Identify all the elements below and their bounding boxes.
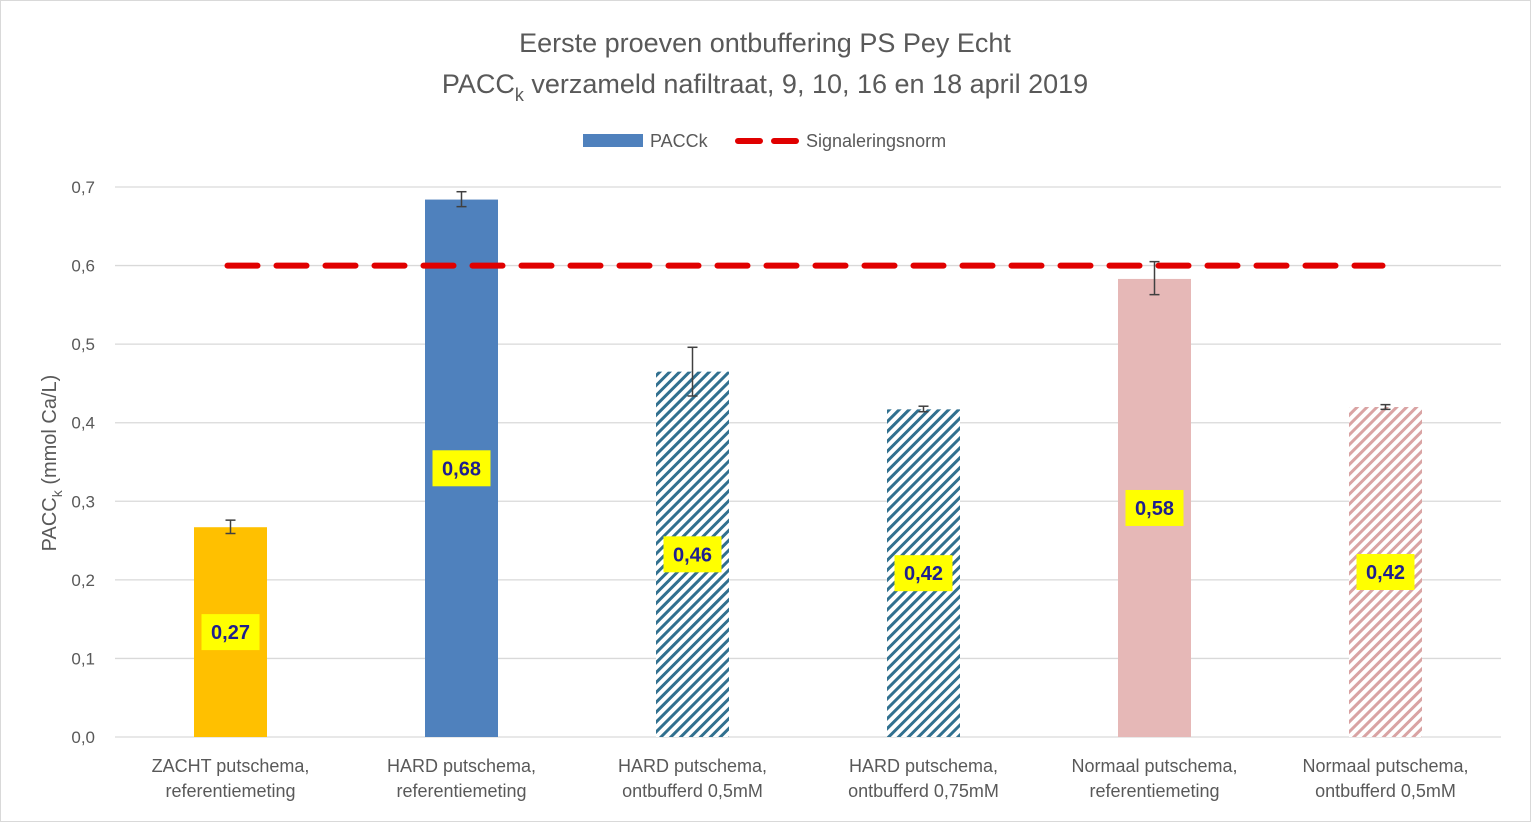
x-tick-label: HARD putschema, ontbufferd 0,75mM: [848, 756, 999, 801]
x-tick-label: Normaal putschema, ontbufferd 0,5mM: [1302, 756, 1468, 801]
legend-item-paccK: PACCk: [583, 131, 709, 151]
x-tick-label: HARD putschema, ontbufferd 0,5mM: [618, 756, 767, 801]
error-bar: [456, 190, 467, 208]
data-label: 0,42: [1356, 554, 1415, 590]
error-bar: [225, 519, 236, 535]
data-label: 0,27: [201, 614, 260, 651]
error-bar: [1380, 403, 1391, 411]
y-tick-label: 0,7: [71, 178, 95, 197]
data-label: 0,42: [894, 555, 953, 592]
x-tick-label: Normaal putschema, referentiemeting: [1071, 756, 1237, 801]
legend-label: PACCk: [650, 131, 709, 151]
x-tick-label: HARD putschema, referentiemeting: [387, 756, 536, 801]
y-tick-label: 0,0: [71, 728, 95, 747]
data-label: 0,68: [432, 450, 491, 487]
x-tick-label: ZACHT putschema, referentiemeting: [152, 756, 310, 801]
chart-title-line1: Eerste proeven ontbuffering PS Pey Echt: [519, 28, 1011, 58]
error-bar: [1149, 260, 1160, 296]
legend-item-signaleringsnorm: Signaleringsnorm: [735, 131, 946, 151]
error-bar: [687, 346, 698, 397]
x-axis-labels: ZACHT putschema, referentiemeting HARD put…: [152, 756, 1469, 801]
svg-text:0,42: 0,42: [1366, 562, 1405, 584]
svg-text:0,46: 0,46: [673, 544, 712, 566]
y-tick-label: 0,6: [71, 257, 95, 276]
y-tick-label: 0,2: [71, 571, 95, 590]
svg-text:0,27: 0,27: [211, 622, 250, 644]
data-labels: 0,27 0,68 0,46 0,42 0,58 0,42: [201, 450, 1415, 651]
error-bar: [918, 405, 929, 413]
legend-swatch: [583, 134, 643, 147]
legend: PACCk Signaleringsnorm: [583, 131, 946, 151]
y-tick-label: 0,5: [71, 335, 95, 354]
chart-title-line2: PACCk verzameld nafiltraat, 9, 10, 16 en…: [442, 69, 1088, 105]
y-tick-label: 0,4: [71, 414, 95, 433]
error-bars: [225, 190, 1391, 535]
svg-text:0,68: 0,68: [442, 458, 481, 480]
y-axis-ticks: 0,0 0,1 0,2 0,3 0,4 0,5 0,6 0,7: [71, 178, 95, 747]
y-tick-label: 0,3: [71, 492, 95, 511]
svg-text:0,58: 0,58: [1135, 498, 1174, 520]
svg-text:0,42: 0,42: [904, 563, 943, 585]
data-label: 0,46: [663, 536, 722, 573]
legend-label: Signaleringsnorm: [806, 131, 946, 151]
y-axis-label: PACCk (mmol Ca/L): [39, 375, 65, 552]
y-tick-label: 0,1: [71, 649, 95, 668]
data-label: 0,58: [1125, 489, 1184, 526]
